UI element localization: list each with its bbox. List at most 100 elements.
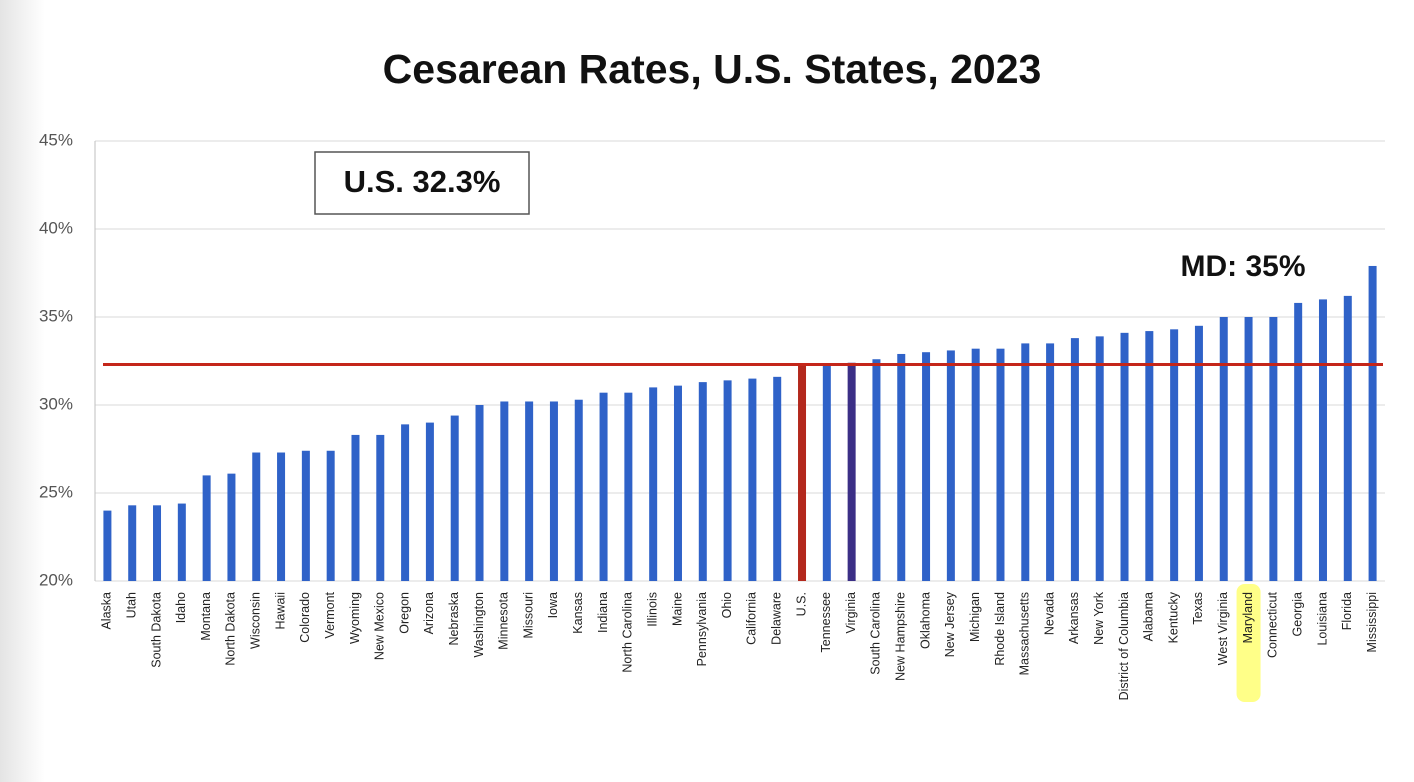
x-tick-label: Washington — [472, 592, 486, 658]
x-tick-label: U.S. — [794, 592, 808, 616]
bar — [1095, 336, 1104, 581]
bar — [624, 392, 633, 581]
bar — [326, 450, 335, 581]
x-tick-label: Minnesota — [497, 592, 511, 650]
x-tick-label: South Dakota — [149, 592, 163, 668]
bar — [822, 364, 831, 581]
bar — [1219, 317, 1228, 581]
bar — [153, 505, 162, 581]
x-tick-label: Alabama — [1142, 592, 1156, 641]
x-tick-label: Connecticut — [1266, 591, 1280, 658]
page-edge — [0, 0, 45, 782]
bar — [475, 405, 484, 581]
x-tick-label: Ohio — [720, 592, 734, 618]
x-tick-label: New York — [1092, 591, 1106, 645]
bar — [649, 387, 658, 581]
bar — [897, 353, 906, 581]
y-tick-label: 25% — [39, 482, 73, 501]
x-tick-label: Pennsylvania — [695, 592, 709, 666]
x-tick-label: Arizona — [422, 592, 436, 634]
bar — [450, 415, 459, 581]
x-tick-label: Massachusetts — [1018, 592, 1032, 675]
bar — [798, 364, 807, 581]
bar — [971, 348, 980, 581]
x-tick-label: Mississippi — [1365, 592, 1379, 652]
x-tick-label: Texas — [1191, 592, 1205, 625]
x-tick-label: Florida — [1340, 592, 1354, 630]
chart-title: Cesarean Rates, U.S. States, 2023 — [383, 46, 1042, 92]
bar — [723, 380, 732, 581]
bar — [301, 450, 310, 581]
x-tick-label: Kansas — [571, 592, 585, 634]
bar — [1145, 331, 1154, 581]
x-tick-label: North Dakota — [224, 592, 238, 666]
bar — [1170, 329, 1179, 581]
x-tick-label: New Hampshire — [894, 592, 908, 681]
x-tick-label: North Carolina — [621, 592, 635, 673]
bar — [996, 348, 1005, 581]
x-tick-label: Kentucky — [1166, 591, 1180, 643]
bar — [202, 475, 211, 581]
annotation: MD: 35% — [1180, 250, 1305, 283]
bar — [549, 401, 558, 581]
x-tick-label: South Carolina — [869, 592, 883, 675]
bar — [1070, 338, 1079, 581]
x-tick-label: Louisiana — [1315, 592, 1329, 646]
plot: 20% 25% 30% 35% 40% 45% Alaska Utah South Dakota… — [39, 130, 1385, 702]
x-tick-label: Rhode Island — [993, 592, 1007, 666]
x-tick-label: Tennessee — [819, 592, 833, 653]
x-tick-label: Montana — [199, 592, 213, 641]
x-tick-label: Arkansas — [1067, 592, 1081, 644]
x-tick-label: Maine — [670, 592, 684, 626]
x-tick-label: California — [745, 592, 759, 645]
y-tick-label: 40% — [39, 218, 73, 237]
x-tick-label: Idaho — [174, 592, 188, 623]
bar — [425, 422, 434, 581]
x-tick-label: Hawaii — [273, 592, 287, 630]
annotation: U.S. 32.3% — [344, 164, 501, 199]
label-highlight — [1236, 584, 1261, 702]
x-tick-label: Georgia — [1290, 592, 1304, 637]
bar — [773, 376, 782, 581]
bar — [500, 401, 509, 581]
x-tick-label: Maryland — [1241, 592, 1255, 643]
y-tick-label: 20% — [39, 570, 73, 589]
bar — [1120, 332, 1129, 581]
x-tick-label: Oklahoma — [918, 592, 932, 649]
y-tick-label: 45% — [39, 130, 73, 149]
annotation-box — [314, 151, 530, 215]
x-tick-label: Missouri — [521, 592, 535, 639]
y-tick-label: 35% — [39, 306, 73, 325]
bar — [1368, 265, 1377, 581]
x-tick-label: Oregon — [397, 592, 411, 634]
bar — [1244, 317, 1253, 581]
x-tick-label: Alaska — [100, 592, 114, 630]
bar — [177, 503, 186, 581]
bar — [376, 434, 385, 581]
bar — [1294, 302, 1303, 581]
bar — [599, 392, 608, 581]
bar — [227, 473, 236, 581]
x-tick-label: Vermont — [323, 591, 337, 638]
bar — [401, 424, 410, 581]
x-tick-label: Iowa — [546, 592, 560, 618]
x-tick-label: West Virginia — [1216, 592, 1230, 665]
bar — [748, 378, 757, 581]
bar — [872, 359, 881, 581]
x-tick-label: Michigan — [968, 592, 982, 642]
x-tick-label: New Mexico — [373, 592, 387, 660]
x-tick-label: Virginia — [844, 592, 858, 634]
x-tick-label: New Jersey — [943, 591, 957, 657]
bar — [525, 401, 534, 581]
bar — [351, 434, 360, 581]
x-tick-label: Illinois — [645, 592, 659, 627]
bar — [574, 399, 583, 581]
x-tick-label: Nevada — [1042, 592, 1056, 635]
y-tick-label: 30% — [39, 394, 73, 413]
x-tick-label: Wyoming — [348, 592, 362, 644]
bar — [103, 510, 112, 581]
x-tick-label: Nebraska — [447, 592, 461, 646]
x-tick-label: Indiana — [596, 592, 610, 633]
bar — [847, 362, 856, 581]
